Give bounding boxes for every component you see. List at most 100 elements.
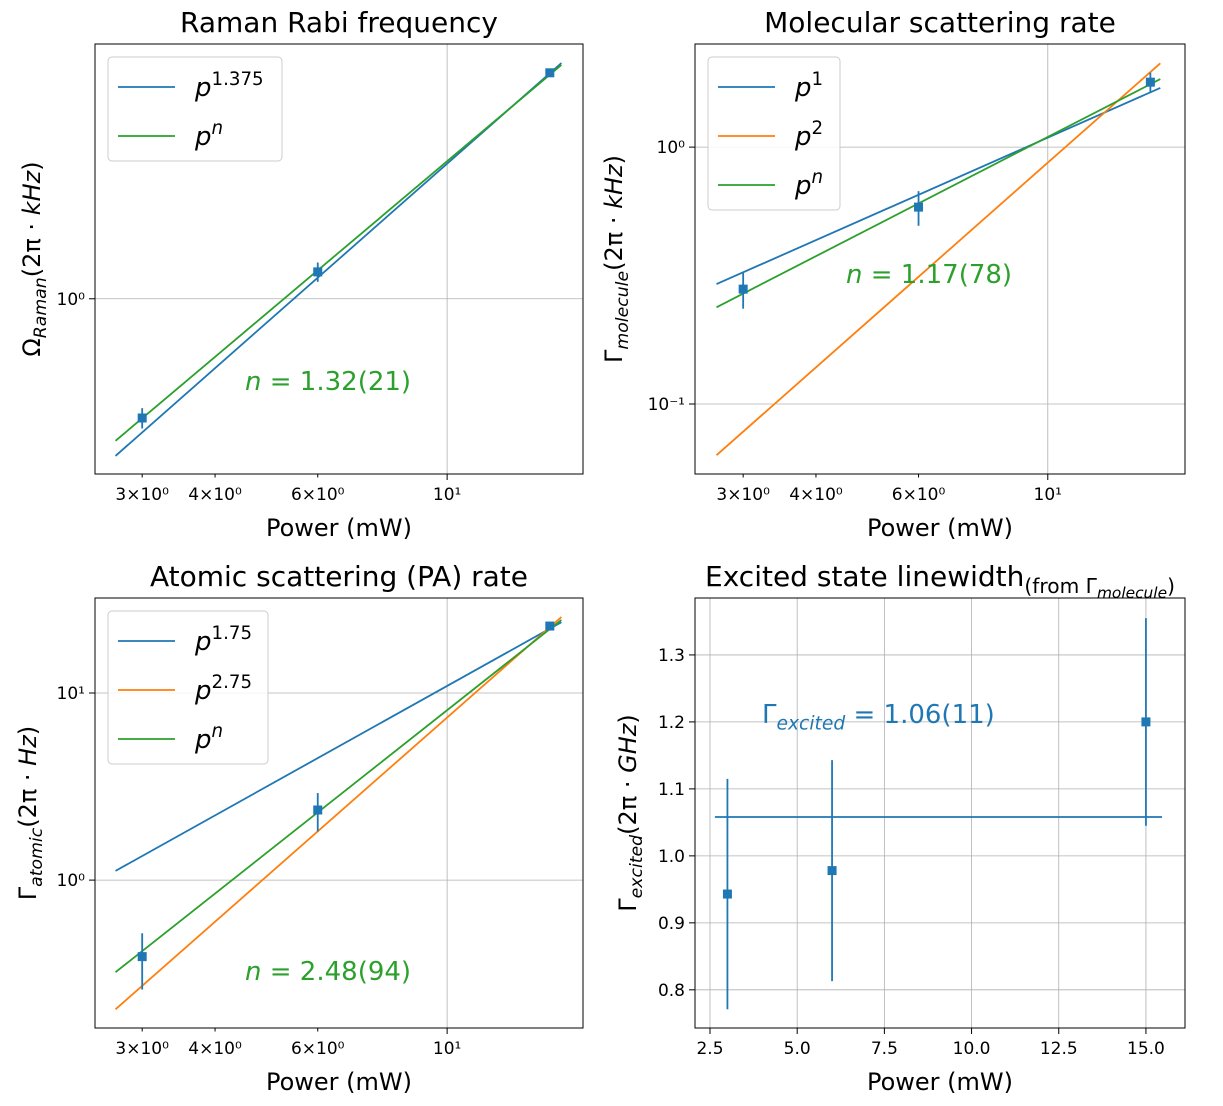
y-tick-label: 10⁰ [657,138,686,158]
y-tick-label: 1.3 [658,646,685,666]
data-point [545,621,555,631]
text-part: = 2.48(94) [261,957,411,987]
y-tick-label: 1.0 [658,847,685,867]
fit-line [114,616,562,1010]
text-part: ) [600,155,628,164]
y-tick-label: 0.9 [658,914,685,934]
text-part: excited [627,834,647,899]
y-tick-label: 1.1 [658,780,685,800]
text-part: Γ [762,700,777,730]
legend-label: p1.75 [194,623,252,657]
x-tick-label: 7.5 [871,1039,898,1059]
y-tick-label: 0.8 [658,981,685,1001]
text-part: 1.375 [212,69,264,90]
text-part: = 1.32(21) [261,367,411,397]
text-part: Raman Rabi frequency [180,6,498,39]
text-part: n [212,118,224,139]
axes-frame [694,597,1186,1029]
legend-label: p2 [794,118,823,152]
x-tick-label: 6×10⁰ [291,1039,345,1059]
text-part: 1.75 [212,623,253,644]
text-part: Power (mW) [867,514,1013,542]
x-axis-label: Power (mW) [867,1068,1013,1096]
axes-frame [94,597,584,1029]
text-part: ) [18,161,46,170]
text-part: 2 [812,118,824,139]
panel: 2.5 5.0 7.5 10.0 12.5 15.0 0.8 0.9 1.0 1.1 1.2 1.3 E… [614,560,1186,1096]
annotation: Γexcited = 1.06(11) [762,700,995,735]
text-part: kHz [18,169,46,215]
x-tick-label: 3×10⁰ [115,485,169,505]
legend-label: pn [194,118,223,152]
text-part: Γ [600,349,628,363]
text-part: n [245,957,261,987]
x-tick-label: 10.0 [953,1039,991,1059]
panel: 10¹ 3×10⁰ 4×10⁰ 6×10⁰ 10⁰ Raman Rabi frequenc… [18,6,584,542]
text-part: Atomic scattering (PA) rate [150,560,528,593]
text-part: Ω [18,338,46,356]
text-part: molecule [613,271,633,350]
x-tick-label: 10¹ [1034,485,1062,505]
axes-frame [694,43,1186,475]
legend-box [107,56,283,162]
fit-line [716,78,1161,309]
y-tick-label: 10⁰ [57,871,86,891]
text-part: ) [1167,574,1175,598]
x-axis-label: Power (mW) [867,514,1013,542]
x-tick-label: 10¹ [433,485,461,505]
y-tick-label: 10⁰ [57,290,86,310]
text-part: (2π · [600,209,628,271]
x-tick-label: 3×10⁰ [716,485,770,505]
x-tick-label: 4×10⁰ [188,1039,242,1059]
legend-label: pn [794,167,823,201]
axes-frame [94,43,584,475]
text-part: ) [614,714,642,723]
text-part: n [812,167,824,188]
x-tick-label: 6×10⁰ [892,485,946,505]
text-part: p [794,171,812,201]
y-axis-label: Γmolecule(2π · kHz) [600,155,633,363]
data-point [827,866,837,876]
data-point [1141,717,1151,727]
y-axis-label: ΩRaman(2π · kHz) [18,161,51,356]
text-part: p [194,73,212,103]
text-part: molecule [1097,584,1167,602]
x-tick-label: 4×10⁰ [188,485,242,505]
data-point [137,413,147,423]
panel: 10¹ 3×10⁰ 4×10⁰ 6×10⁰ 10⁰ 10⁻¹ Molecular scatt… [600,6,1186,542]
data-point [313,805,323,815]
text-part: GHz [614,722,642,773]
text-part: Molecular scattering rate [764,6,1116,39]
chart-title: Molecular scattering rate [764,6,1116,39]
text-part: p [194,725,212,755]
fit-line [716,87,1161,285]
data-point [313,267,323,277]
text-part: (2π · [18,215,46,277]
legend-label: pn [194,721,223,755]
text-part: (2π · [614,773,642,835]
chart-title: Atomic scattering (PA) rate [150,560,528,593]
text-part: ) [14,726,42,735]
text-part: Power (mW) [266,1068,412,1096]
text-part: p [194,122,212,152]
fit-line [115,621,562,872]
x-tick-label: 2.5 [696,1039,723,1059]
y-axis-label: Γatomic(2π · Hz) [14,726,47,900]
text-part: p [794,73,812,103]
data-point [914,202,924,212]
legend-label: p1 [794,69,823,103]
text-part: Raman [31,277,51,338]
data-point [545,68,555,78]
annotation: n = 1.32(21) [245,367,411,397]
y-tick-label: 1.2 [658,713,685,733]
text-part: = 1.17(78) [862,260,1012,290]
text-part: 2.75 [212,672,253,693]
x-axis-label: Power (mW) [266,1068,412,1096]
text-part: 1 [812,69,824,90]
x-tick-label: 5.0 [784,1039,811,1059]
text-part: p [794,122,812,152]
x-tick-label: 4×10⁰ [789,485,843,505]
